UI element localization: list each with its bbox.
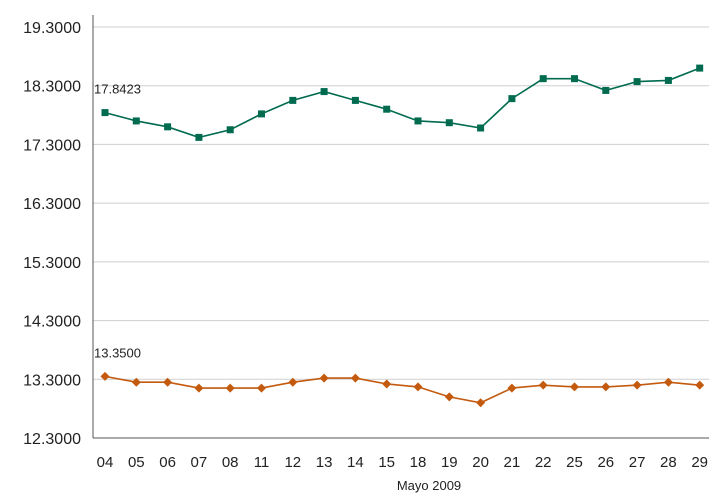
data-point [101, 109, 109, 117]
data-point [257, 383, 266, 393]
x-tick-label: 12 [284, 454, 301, 471]
data-point [538, 380, 548, 390]
x-axis-tick-labels: 04 05 06 07 08 11 12 13 14 15 18 19 20 21 22 25 26 27 28 29 [97, 454, 708, 471]
data-point [696, 64, 704, 72]
data-point [258, 110, 265, 118]
y-tick-label: 18.3000 [23, 79, 81, 96]
data-point [664, 76, 672, 84]
x-tick-label: 04 [97, 454, 114, 471]
data-point [571, 75, 578, 83]
data-point [602, 86, 610, 94]
x-tick-label: 18 [410, 454, 427, 471]
data-point [633, 78, 641, 86]
data-point [225, 383, 235, 393]
data-point [632, 380, 642, 390]
data-point [445, 119, 453, 127]
x-tick-label: 15 [378, 454, 395, 471]
y-tick-label: 15.3000 [23, 255, 81, 272]
x-tick-label: 21 [504, 454, 521, 471]
data-point [382, 379, 392, 389]
data-point [508, 95, 516, 103]
y-tick-label: 19.3000 [23, 20, 81, 37]
x-axis-title: Mayo 2009 [397, 478, 461, 493]
x-tick-label: 07 [191, 454, 208, 471]
data-point [163, 377, 173, 387]
data-point [476, 398, 486, 408]
data-point [289, 96, 297, 104]
data-point [350, 373, 360, 383]
x-tick-label: 20 [472, 454, 489, 471]
data-point [444, 392, 454, 402]
data-point [288, 377, 298, 387]
data-point [164, 123, 172, 131]
y-tick-label: 12.3000 [23, 431, 81, 448]
series-group [100, 64, 705, 408]
data-point [100, 371, 110, 381]
data-point [570, 382, 579, 392]
y-tick-label: 14.3000 [23, 314, 81, 331]
data-labels: 17.8423 13.3500 [94, 82, 141, 361]
data-point [507, 383, 517, 393]
series-line [104, 67, 700, 139]
x-tick-label: 11 [254, 454, 270, 471]
data-point [383, 105, 391, 113]
x-tick-label: 19 [441, 454, 458, 471]
data-point [695, 380, 705, 390]
data-point [414, 117, 422, 125]
x-tick-label: 28 [660, 454, 677, 471]
gridlines [93, 26, 709, 380]
data-point [601, 382, 611, 392]
x-tick-label: 26 [597, 454, 614, 471]
data-point [320, 88, 328, 96]
data-point [195, 133, 203, 141]
data-point [132, 117, 140, 125]
data-point [319, 373, 329, 383]
x-tick-label: 27 [629, 454, 646, 471]
series-line [104, 375, 700, 404]
data-point [131, 377, 141, 387]
x-tick-label: 29 [691, 454, 708, 471]
data-point [663, 377, 673, 387]
x-tick-label: 08 [222, 454, 239, 471]
x-tick-label: 13 [316, 454, 333, 471]
y-tick-label: 13.3000 [23, 372, 81, 389]
x-tick-label: 14 [347, 454, 364, 471]
y-tick-label: 16.3000 [23, 196, 81, 213]
data-point [539, 75, 547, 83]
data-label: 13.3500 [94, 345, 141, 360]
data-point [351, 96, 359, 104]
data-point [226, 126, 234, 134]
data-label: 17.8423 [94, 82, 141, 97]
y-axis-tick-labels: 12.3000 13.3000 14.3000 15.3000 16.3000 17.30… [23, 20, 81, 448]
y-tick-label: 17.3000 [23, 137, 81, 154]
x-tick-label: 06 [159, 454, 176, 471]
data-point [194, 383, 204, 393]
data-point [477, 124, 485, 132]
x-tick-label: 05 [128, 454, 145, 471]
x-tick-label: 25 [566, 454, 583, 471]
data-point [413, 382, 423, 392]
x-tick-label: 22 [535, 454, 552, 471]
